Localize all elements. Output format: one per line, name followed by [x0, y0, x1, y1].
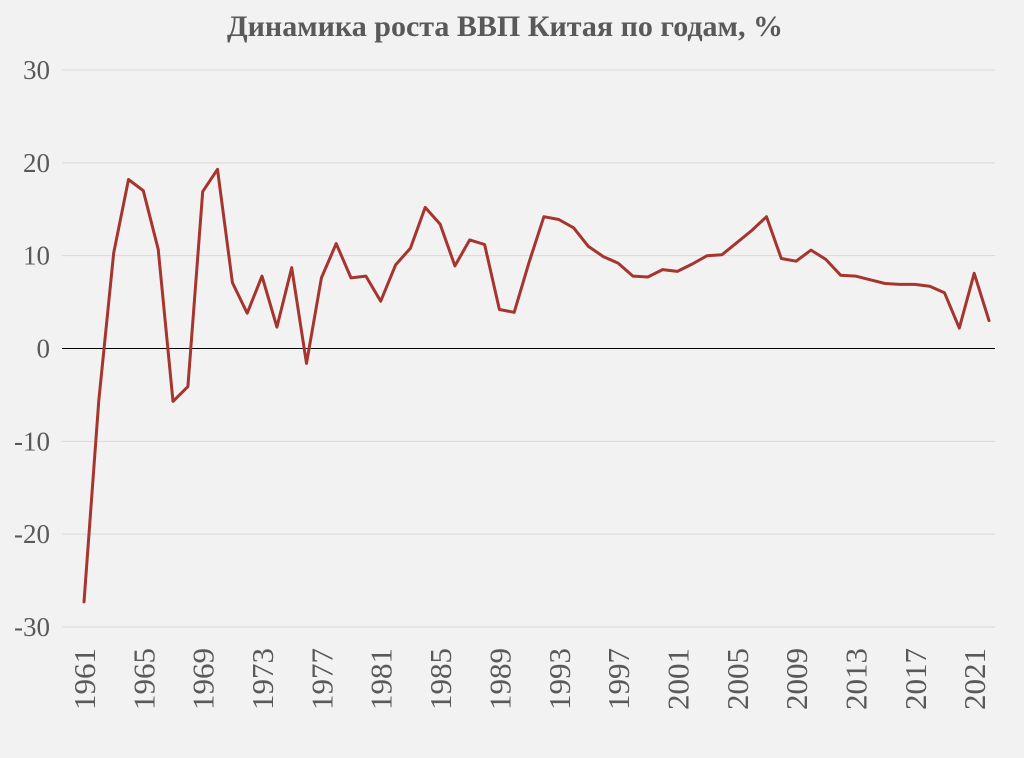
y-tick-label: 20 — [23, 148, 50, 178]
y-tick-label: -30 — [14, 612, 50, 642]
x-tick-label: 1973 — [245, 648, 280, 710]
y-tick-label: -20 — [14, 519, 50, 549]
x-tick-label: 1997 — [601, 648, 636, 710]
y-tick-label: 0 — [37, 334, 51, 364]
x-tick-label: 2017 — [898, 648, 933, 710]
x-tick-label: 1993 — [542, 648, 577, 710]
x-tick-label: 1965 — [126, 648, 161, 710]
x-tick-label: 2001 — [660, 648, 695, 710]
x-tick-label: 2021 — [957, 648, 992, 710]
y-tick-label: 10 — [23, 241, 50, 271]
x-tick-label: 1981 — [364, 648, 399, 710]
x-tick-label: 1969 — [186, 648, 221, 710]
chart-title: Динамика роста ВВП Китая по годам, % — [227, 10, 783, 43]
x-tick-label: 1985 — [423, 648, 458, 710]
y-tick-label: 30 — [23, 55, 50, 85]
x-tick-label: 1989 — [482, 648, 517, 710]
series-line — [82, 167, 991, 604]
x-tick-label: 2009 — [779, 648, 814, 710]
x-tick-label: 2013 — [838, 648, 873, 710]
x-tick-label: 2005 — [720, 648, 755, 710]
y-tick-label: -10 — [14, 426, 50, 456]
x-tick-label: 1977 — [304, 648, 339, 710]
x-tick-label: 1961 — [67, 648, 102, 710]
